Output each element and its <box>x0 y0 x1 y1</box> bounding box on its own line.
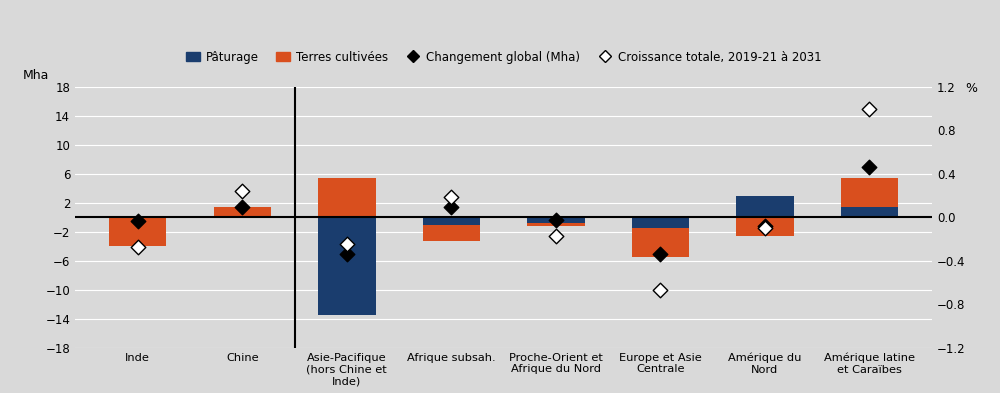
Bar <box>109 217 166 246</box>
Point <box>652 287 668 294</box>
Bar <box>318 178 376 217</box>
Point <box>234 188 250 195</box>
Point <box>443 204 459 210</box>
Bar <box>527 217 585 222</box>
Point <box>339 241 355 247</box>
Point <box>130 244 146 250</box>
Point <box>339 251 355 257</box>
Point <box>757 223 773 230</box>
Point <box>861 163 877 170</box>
Bar <box>423 217 480 241</box>
Bar <box>736 217 794 235</box>
Y-axis label: Mha: Mha <box>23 69 50 82</box>
Point <box>652 251 668 257</box>
Point <box>130 218 146 224</box>
Point <box>548 233 564 239</box>
Bar <box>318 217 376 315</box>
Bar <box>632 217 689 228</box>
Bar <box>214 207 271 217</box>
Bar <box>841 178 898 217</box>
Point <box>234 204 250 210</box>
Bar <box>736 196 794 217</box>
Bar <box>423 217 480 225</box>
Point <box>861 106 877 112</box>
Point <box>548 217 564 223</box>
Bar <box>841 207 898 217</box>
Legend: Pâturage, Terres cultivées, Changement global (Mha), Croissance totale, 2019-21 : Pâturage, Terres cultivées, Changement g… <box>181 46 826 68</box>
Point <box>757 225 773 231</box>
Bar <box>632 217 689 257</box>
Bar <box>527 217 585 226</box>
Point <box>443 194 459 200</box>
Y-axis label: %: % <box>965 82 977 95</box>
